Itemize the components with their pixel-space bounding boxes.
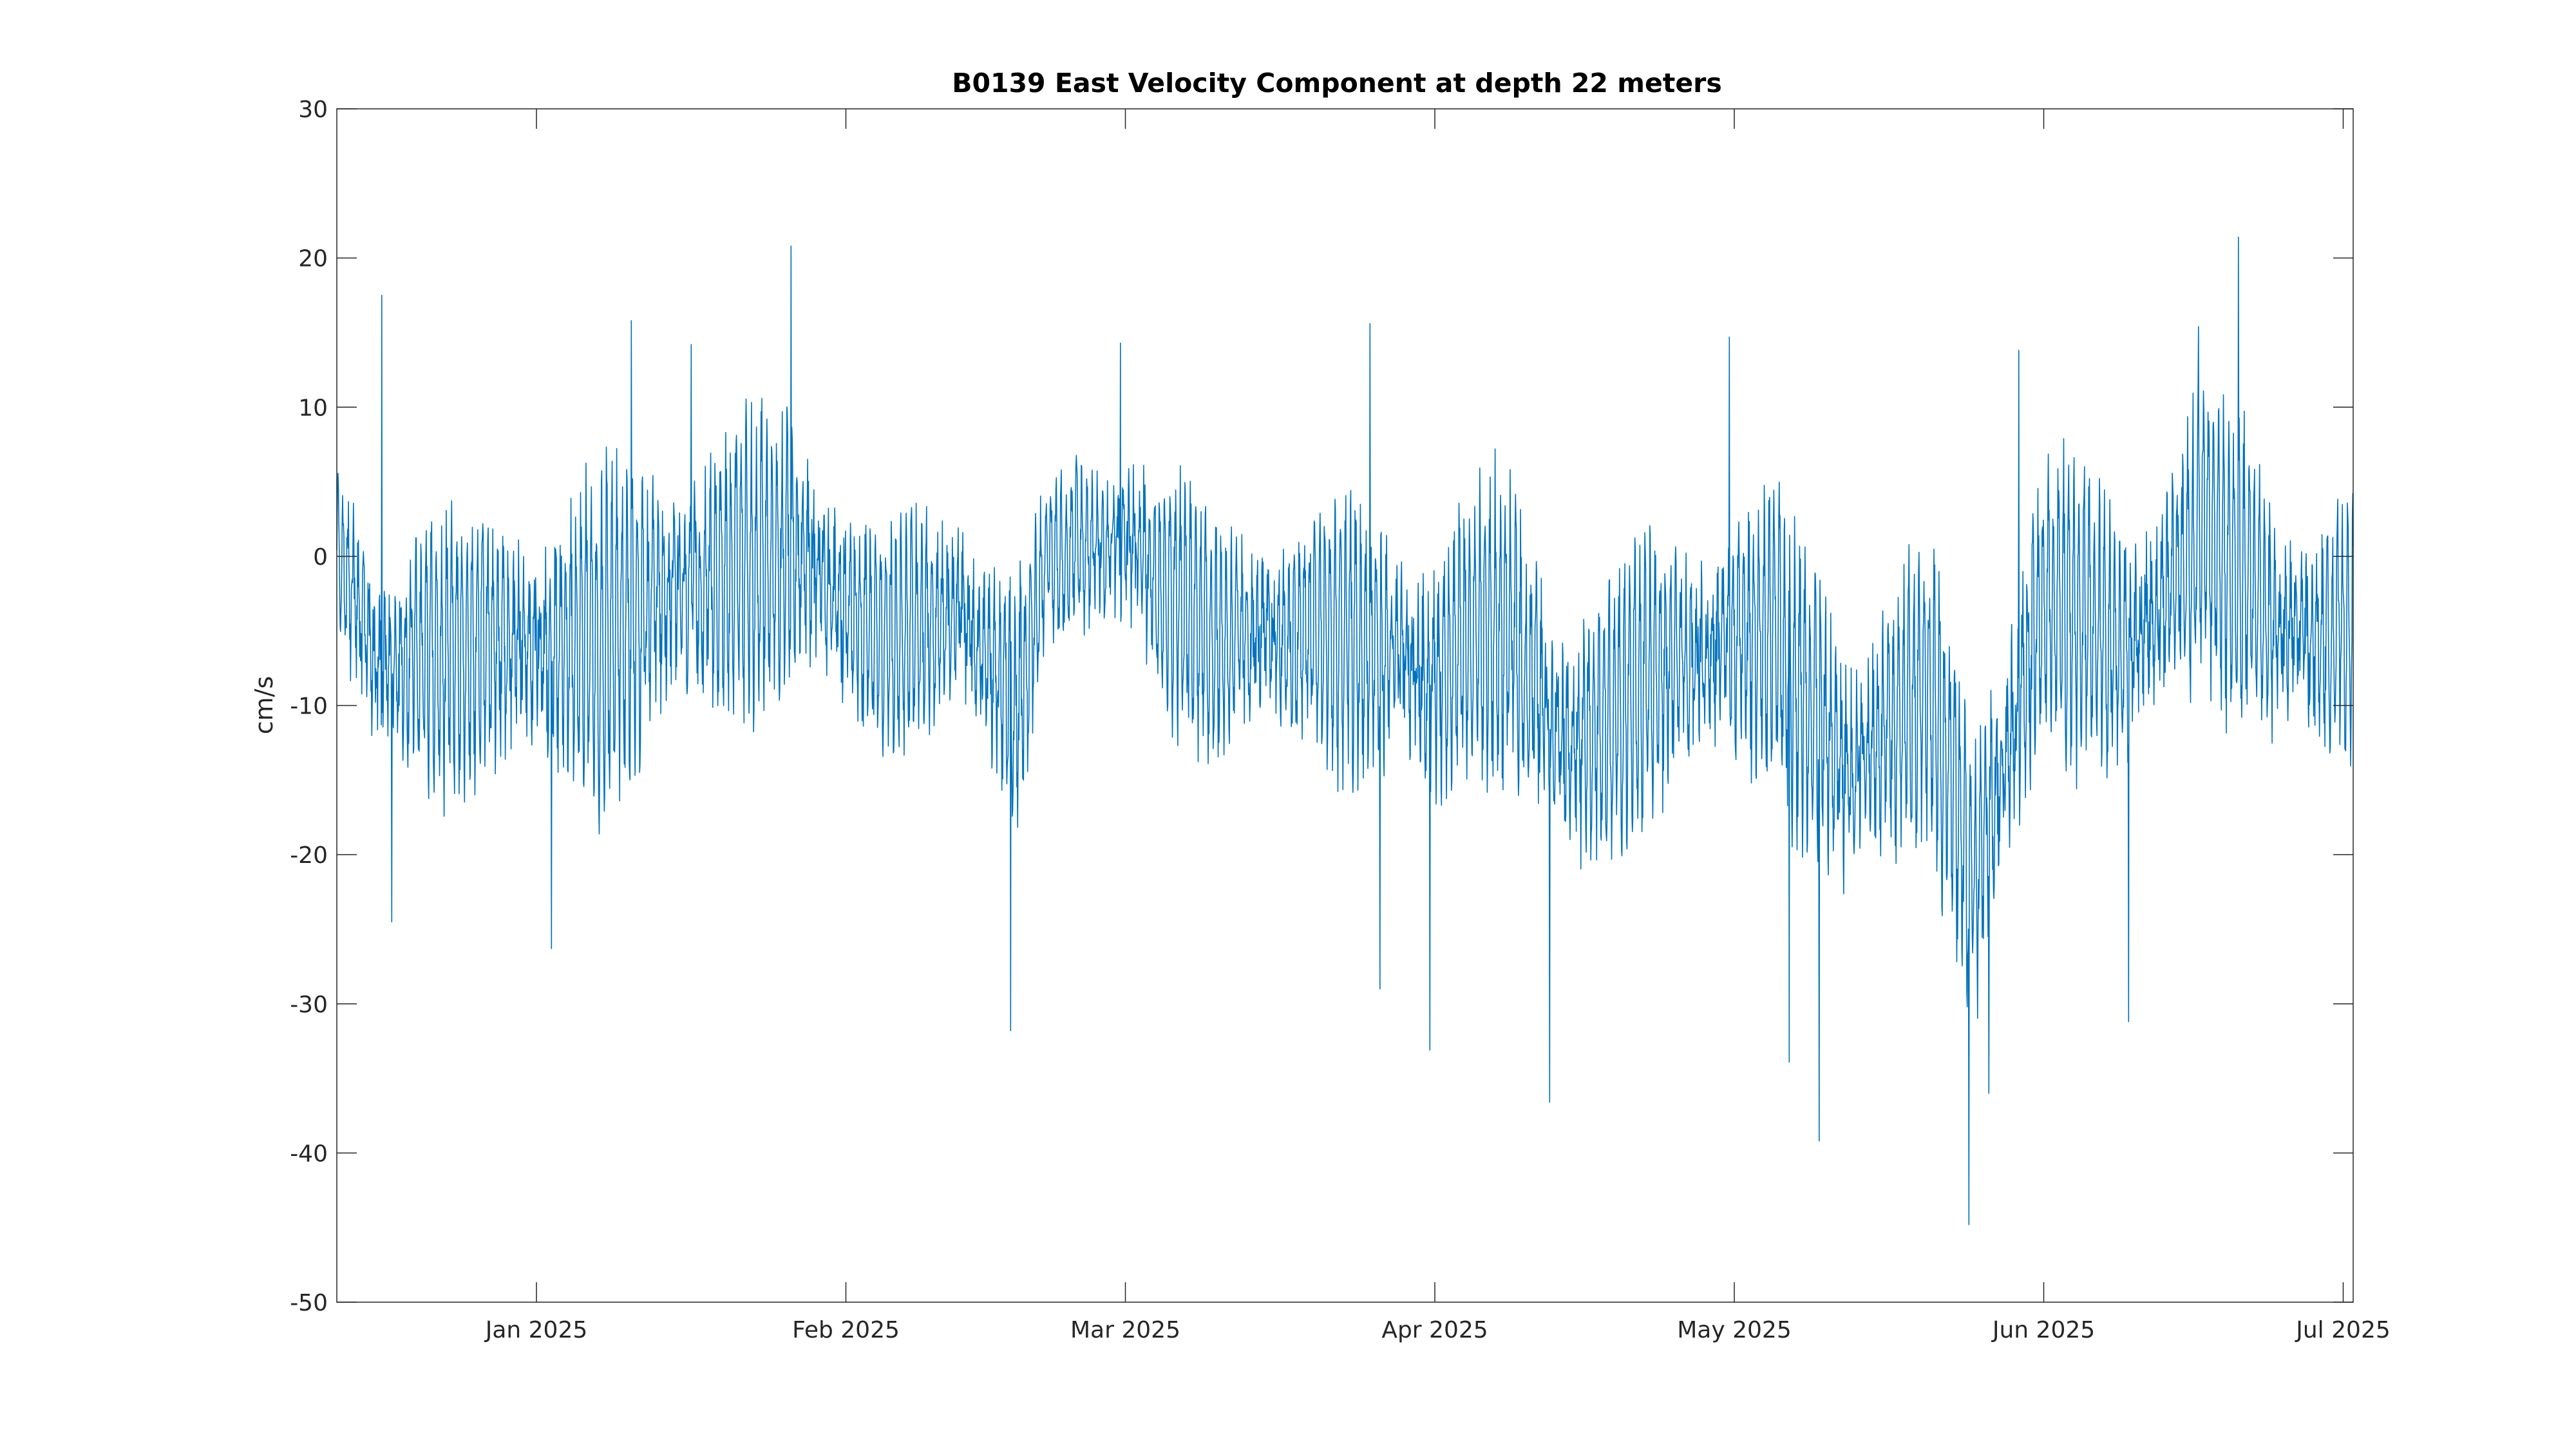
series-layer xyxy=(336,236,2354,1226)
y-tick-label: 30 xyxy=(298,97,328,123)
x-tick-label: Feb 2025 xyxy=(792,1317,900,1343)
chart-title: B0139 East Velocity Component at depth 2… xyxy=(952,68,1722,99)
y-axis-label: cm/s xyxy=(250,676,278,735)
x-tick-label: Jun 2025 xyxy=(1991,1317,2095,1343)
y-axis: 30 20 10 0 -10 -20 -30 -40 -50 xyxy=(290,97,2353,1316)
y-tick-label: -30 xyxy=(290,992,328,1018)
y-tick-label: -50 xyxy=(290,1290,328,1316)
x-tick-label: Jan 2025 xyxy=(484,1317,588,1343)
x-tick-label: Jul 2025 xyxy=(2295,1317,2391,1343)
y-tick-label: -10 xyxy=(290,694,328,720)
y-tick-label: -20 xyxy=(290,842,328,869)
x-tick-label: May 2025 xyxy=(1677,1317,1792,1343)
x-tick-label: Mar 2025 xyxy=(1070,1317,1180,1343)
y-tick-label: -40 xyxy=(290,1141,328,1167)
y-tick-label: 20 xyxy=(298,246,328,272)
x-axis: Jan 2025 Feb 2025 Mar 2025 Apr 2025 May 2025… xyxy=(484,109,2391,1343)
series-line xyxy=(336,236,2354,1226)
y-tick-label: 10 xyxy=(298,395,328,421)
x-tick-label: Apr 2025 xyxy=(1381,1317,1488,1343)
y-tick-label: 0 xyxy=(313,544,328,571)
